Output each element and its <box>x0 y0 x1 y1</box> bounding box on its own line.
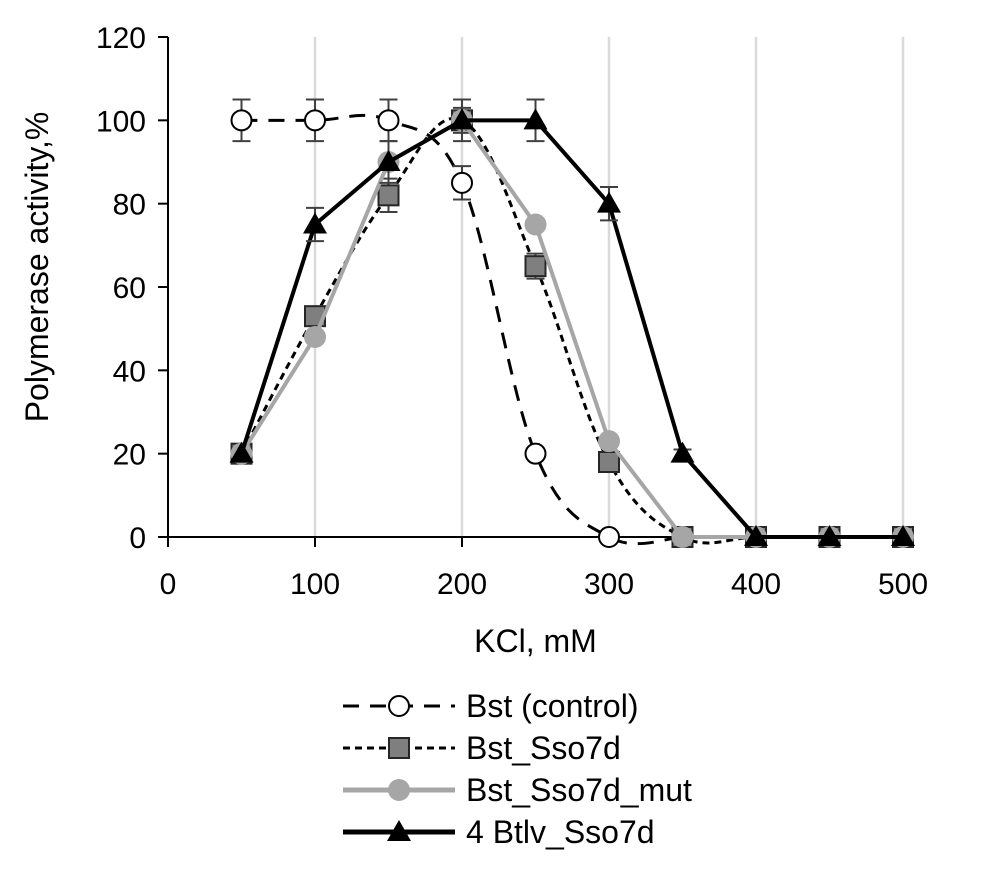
y-tick-label: 0 <box>129 522 146 555</box>
series-line <box>239 118 903 539</box>
legend-item: Bst (control) <box>343 688 638 724</box>
legend-label: Bst_Sso7d <box>466 730 621 766</box>
data-point <box>229 441 254 463</box>
y-tick-label: 40 <box>113 355 146 388</box>
data-point <box>303 212 327 234</box>
data-point <box>524 213 547 236</box>
data-point <box>304 109 326 132</box>
x-tick-label: 0 <box>160 568 177 601</box>
data-point <box>598 451 620 473</box>
legend-swatch-marker <box>388 695 410 717</box>
data-point <box>524 255 547 278</box>
legend-swatch-marker <box>387 820 411 841</box>
legend-label: Bst (control) <box>466 688 638 724</box>
x-tick-label: 400 <box>731 568 781 601</box>
legend: Bst (control) Bst_Sso7d Bst_Sso7d_mut 4 Btl… <box>343 688 692 850</box>
data-point <box>377 184 400 207</box>
x-tick-label: 100 <box>290 568 340 601</box>
data-point <box>598 526 620 548</box>
x-tick-label: 500 <box>878 568 928 601</box>
data-point <box>671 526 694 548</box>
data-point <box>450 108 474 130</box>
data-point <box>670 441 695 463</box>
data-point <box>377 109 400 132</box>
data-point <box>598 430 620 453</box>
y-tick-label: 20 <box>113 439 146 472</box>
y-tick-label: 100 <box>96 105 146 138</box>
y-tick-label: 80 <box>113 189 146 222</box>
data-point <box>230 109 253 132</box>
data-point <box>451 171 473 194</box>
y-tick-label: 120 <box>96 22 146 55</box>
legend-item: Bst_Sso7d_mut <box>343 772 692 808</box>
data-point <box>523 108 548 130</box>
legend-label: Bst_Sso7d_mut <box>466 772 692 808</box>
legend-label: 4 Btlv_Sso7d <box>466 814 655 850</box>
y-axis-title: Polymerase activity,% <box>19 112 55 423</box>
data-point <box>817 525 842 546</box>
data-point <box>744 525 768 546</box>
data-point <box>376 150 401 171</box>
legend-item: Bst_Sso7d <box>343 730 621 766</box>
series-layer <box>229 98 915 548</box>
legend-swatch-marker <box>388 737 410 759</box>
data-point <box>891 525 915 546</box>
x-tick-label: 300 <box>584 568 634 601</box>
legend-item: 4 Btlv_Sso7d <box>343 814 655 850</box>
data-point <box>524 442 547 465</box>
y-tick-label: 60 <box>113 272 146 305</box>
axes <box>158 36 904 547</box>
series-2 <box>230 109 914 548</box>
data-point <box>304 326 326 348</box>
series-line <box>239 118 903 539</box>
series-3 <box>229 98 915 546</box>
tick-labels: 0 20 40 60 80 100 120 0 100 200 300 400 500 <box>96 22 928 601</box>
legend-swatch-marker <box>388 779 410 801</box>
x-axis-title: KCl, mM <box>474 623 597 659</box>
x-tick-label: 200 <box>437 568 487 601</box>
data-point <box>597 191 621 213</box>
